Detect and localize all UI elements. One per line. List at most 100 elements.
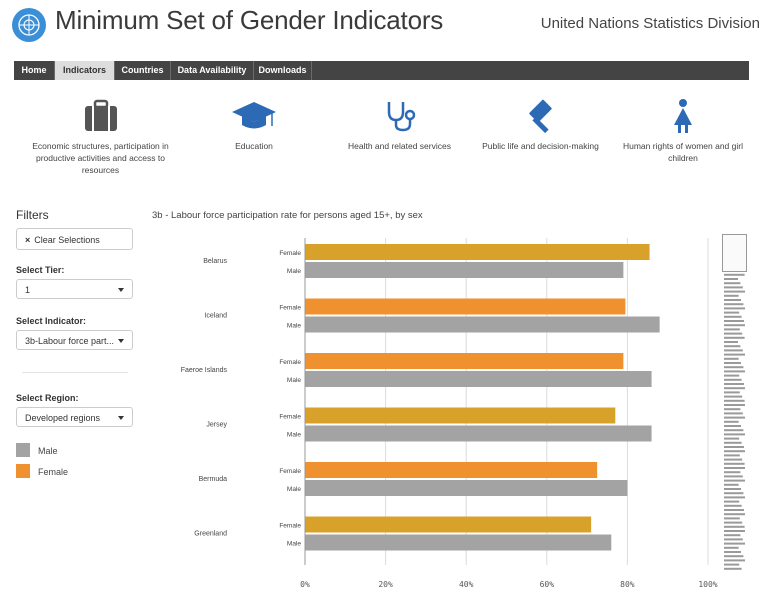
scrollbar-preview-line xyxy=(724,416,746,419)
category-human-rights[interactable]: Human rights of women and girl children xyxy=(620,96,746,164)
scrollbar-preview-line xyxy=(724,483,739,486)
scrollbar-preview-line xyxy=(724,446,744,448)
bar-male xyxy=(305,425,652,442)
scrollbar-thumb[interactable] xyxy=(722,234,747,272)
series-label-female: Female xyxy=(279,305,301,312)
region-value: Developed regions xyxy=(25,413,101,423)
region-select[interactable]: Developed regions xyxy=(16,407,133,427)
scrollbar-preview-line xyxy=(724,307,746,310)
tier-select[interactable]: 1 xyxy=(16,279,133,299)
series-label-female: Female xyxy=(279,250,301,257)
scrollbar-preview-line xyxy=(724,366,744,369)
legend-label-male: Male xyxy=(38,446,58,456)
scrollbar-preview-line xyxy=(724,559,746,562)
category-label: Belarus xyxy=(203,258,227,265)
legend-swatch-female xyxy=(16,464,30,478)
nav-indicators[interactable]: Indicators xyxy=(55,61,115,80)
page-title: Minimum Set of Gender Indicators xyxy=(55,5,444,35)
bar-female xyxy=(305,516,592,533)
scrollbar-preview-line xyxy=(724,542,746,545)
scrollbar-preview-line xyxy=(724,500,740,503)
scrollbar-preview-line xyxy=(724,462,745,465)
main-nav: Home Indicators Countries Data Availabil… xyxy=(14,61,749,80)
chart-title: 3b - Labour force participation rate for… xyxy=(152,210,423,221)
scrollbar-preview-line xyxy=(724,420,739,423)
bar-female xyxy=(305,244,650,260)
category-health[interactable]: Health and related services xyxy=(342,96,457,152)
x-tick-label: 0% xyxy=(300,580,310,589)
filter-divider xyxy=(22,372,128,373)
scrollbar-preview-line xyxy=(724,399,745,402)
chevron-down-icon xyxy=(118,339,124,343)
scrollbar-preview-line xyxy=(724,395,743,398)
category-public-life[interactable]: Public life and decision-making xyxy=(478,96,603,152)
scrollbar-preview-line xyxy=(724,458,743,461)
category-label: Greenland xyxy=(194,531,227,538)
chart-scrollbar[interactable] xyxy=(722,233,747,573)
scrollbar-preview-line xyxy=(724,551,741,553)
nav-data-availability[interactable]: Data Availability xyxy=(171,61,254,80)
scrollbar-preview-line xyxy=(724,324,747,327)
scrollbar-preview-line xyxy=(724,450,747,453)
category-label: Iceland xyxy=(204,313,227,320)
series-label-male: Male xyxy=(287,432,301,439)
scrollbar-preview-line xyxy=(724,412,743,415)
scrollbar-preview-line xyxy=(724,488,741,490)
scrollbar-preview xyxy=(724,236,747,570)
category-label: Public life and decision-making xyxy=(482,141,599,151)
series-label-male: Male xyxy=(287,541,301,548)
un-logo xyxy=(12,8,46,42)
briefcase-icon xyxy=(28,96,173,136)
scrollbar-preview-line xyxy=(724,320,744,322)
scrollbar-preview-line xyxy=(724,353,746,356)
scrollbar-preview-line xyxy=(724,492,744,495)
scrollbar-preview-line xyxy=(724,425,741,427)
bar-female xyxy=(305,407,616,424)
nav-home[interactable]: Home xyxy=(14,61,55,80)
scrollbar-preview-line xyxy=(724,290,746,293)
clear-selections-button[interactable]: × Clear Selections xyxy=(16,228,133,250)
scrollbar-preview-line xyxy=(724,387,747,390)
indicator-select[interactable]: 3b-Labour force part... xyxy=(16,330,133,350)
region-label: Select Region: xyxy=(16,393,79,403)
series-label-female: Female xyxy=(279,523,301,530)
clear-selections-label: Clear Selections xyxy=(34,235,100,245)
scrollbar-preview-line xyxy=(724,555,744,558)
scrollbar-preview-line xyxy=(724,429,744,432)
category-label: Faeroe Islands xyxy=(181,367,228,374)
woman-icon xyxy=(620,96,746,136)
category-label: Health and related services xyxy=(347,141,451,151)
scrollbar-preview-line xyxy=(724,433,746,436)
scrollbar-preview-line xyxy=(724,563,740,566)
scrollbar-preview-line xyxy=(724,282,741,285)
organization-name: United Nations Statistics Division xyxy=(540,15,760,32)
scrollbar-preview-line xyxy=(724,328,740,331)
scrollbar-preview-line xyxy=(724,294,739,297)
series-label-female: Female xyxy=(279,359,301,366)
scrollbar-preview-line xyxy=(724,349,743,352)
series-label-female: Female xyxy=(279,414,301,421)
nav-countries[interactable]: Countries xyxy=(115,61,171,80)
scrollbar-preview-line xyxy=(724,454,740,457)
bar-male xyxy=(305,316,660,333)
indicator-value: 3b-Labour force part... xyxy=(25,336,115,346)
filters-heading: Filters xyxy=(16,208,49,222)
scrollbar-preview-line xyxy=(724,525,745,528)
close-icon: × xyxy=(25,235,31,245)
series-label-male: Male xyxy=(287,323,301,330)
category-label: Bermuda xyxy=(199,476,228,483)
category-economic[interactable]: Economic structures, participation in pr… xyxy=(28,96,173,176)
scrollbar-preview-line xyxy=(724,383,744,385)
scrollbar-preview-line xyxy=(724,391,740,394)
nav-downloads[interactable]: Downloads xyxy=(254,61,312,80)
bar-male xyxy=(305,534,612,551)
graduation-cap-icon xyxy=(208,96,300,136)
scrollbar-preview-line xyxy=(724,315,742,318)
scrollbar-preview-line xyxy=(724,362,741,364)
category-education[interactable]: Education xyxy=(208,96,300,152)
scrollbar-preview-line xyxy=(724,467,747,469)
legend-label-female: Female xyxy=(38,467,69,477)
stethoscope-icon xyxy=(342,96,457,136)
bar-male xyxy=(305,371,652,387)
scrollbar-preview-line xyxy=(724,404,747,406)
